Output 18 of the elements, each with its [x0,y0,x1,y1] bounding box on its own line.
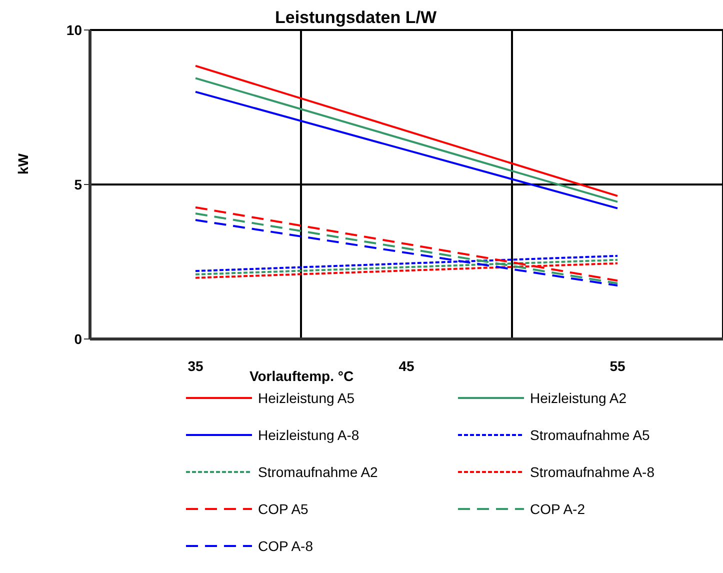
y-tick-label: 10 [66,22,82,38]
legend-label: COP A-2 [530,501,585,517]
chart-title: Leistungsdaten L/W [275,8,436,28]
x-tick-label: 55 [610,358,626,374]
legend-label: Heizleistung A2 [530,390,627,406]
legend-label: Stromaufnahme A-8 [530,464,655,480]
legend-label: Stromaufnahme A5 [530,427,650,443]
x-axis-title: Vorlauftemp. °C [249,368,354,384]
y-tick-label: 0 [74,330,82,347]
y-axis-title: kW [14,152,31,174]
y-tick-label: 5 [74,176,82,192]
x-tick-label: 45 [398,358,414,374]
legend-label: Heizleistung A-8 [258,427,360,443]
x-tick-label: 35 [188,358,204,374]
legend-label: Stromaufnahme A2 [258,464,378,480]
legend-label: COP A-8 [258,538,313,554]
legend-label: Heizleistung A5 [258,390,355,406]
legend-label: COP A5 [258,501,308,517]
